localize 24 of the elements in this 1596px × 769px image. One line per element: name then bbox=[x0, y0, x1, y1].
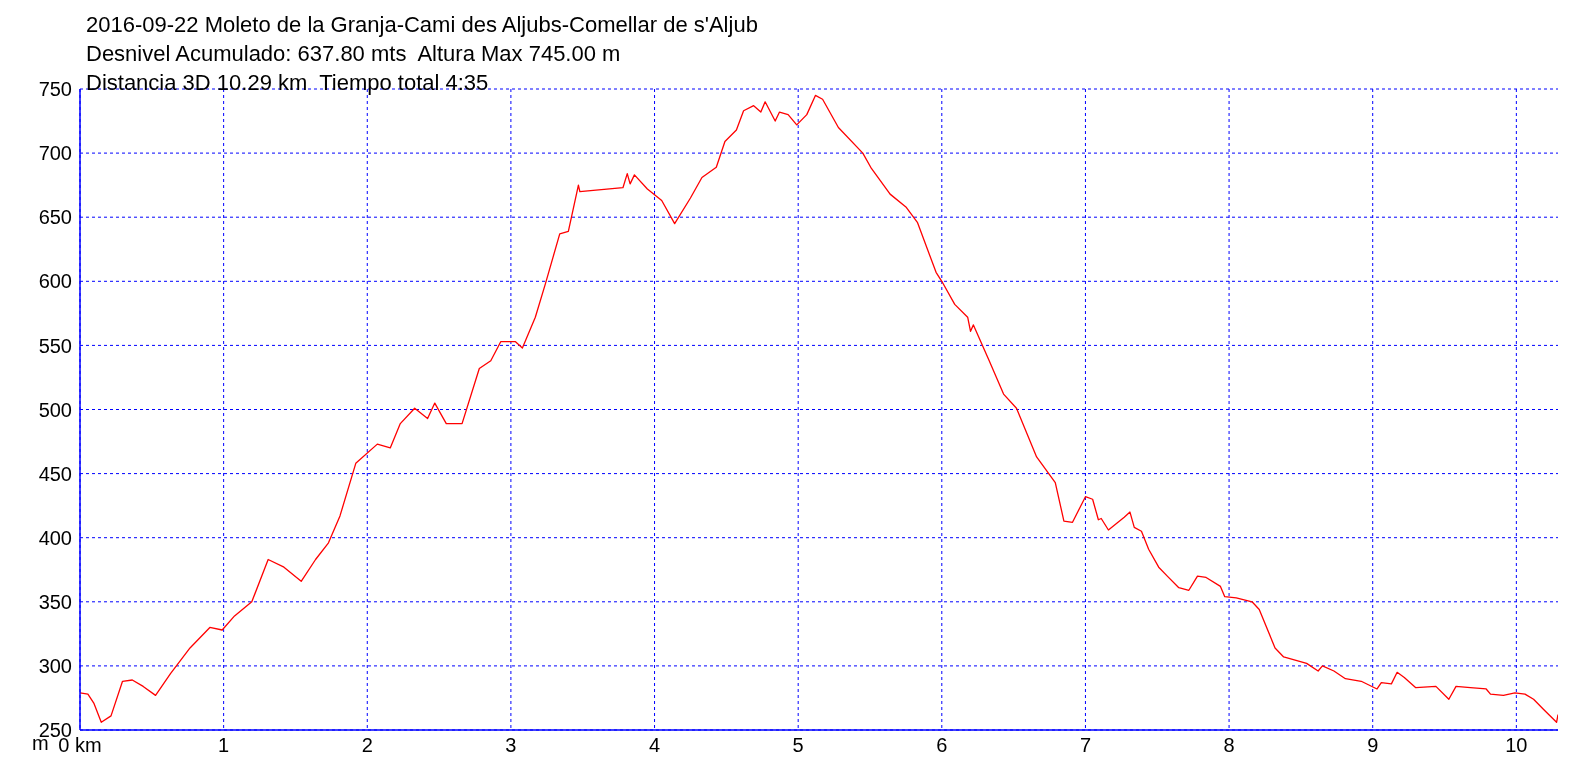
chart-title: 2016-09-22 Moleto de la Granja-Cami des Aljubs-Comellar de s'Aljub bbox=[86, 11, 758, 39]
y-tick-label: 350 bbox=[38, 590, 72, 613]
x-tick-label: 7 bbox=[1079, 734, 1091, 757]
x-tick-label: 3 bbox=[505, 734, 517, 757]
x-tick-label: 10 bbox=[1505, 734, 1528, 757]
x-tick-label: 4 bbox=[648, 734, 661, 757]
y-tick-label: 500 bbox=[38, 398, 72, 421]
y-tick-label: 400 bbox=[38, 526, 72, 549]
y-tick-label: 550 bbox=[38, 334, 72, 357]
y-tick-label: 300 bbox=[38, 655, 72, 677]
x-tick-label: 6 bbox=[936, 734, 948, 757]
y-tick-label: 450 bbox=[38, 462, 72, 485]
y-tick-label: 700 bbox=[38, 142, 72, 165]
line-series bbox=[80, 94, 1558, 723]
y-tick-label: 650 bbox=[38, 206, 72, 229]
x-tick-label: 8 bbox=[1223, 734, 1235, 757]
chart-subtitle: Desnivel Acumulado: 637.80 mts Altura Max 745.00 m bbox=[86, 40, 622, 68]
y-tick-label: 600 bbox=[38, 270, 72, 293]
x-tick-label: 2 bbox=[361, 734, 373, 757]
x-tick-label: 5 bbox=[792, 734, 804, 757]
y-tick-label: 750 bbox=[38, 78, 72, 101]
x-tick-label: 1 bbox=[218, 734, 230, 757]
annotation: Distancia 3D 10.29 km Tiempo total 4:35 bbox=[86, 69, 490, 97]
x-tick-label: 9 bbox=[1367, 734, 1379, 757]
